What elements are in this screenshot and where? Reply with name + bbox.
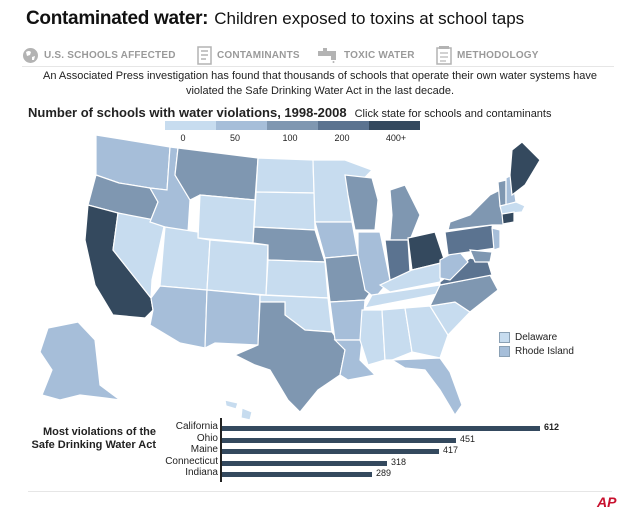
state-montana[interactable]	[174, 147, 259, 201]
bar-chart-axis	[220, 418, 222, 482]
state-maryland[interactable]	[469, 249, 493, 263]
state-georgia[interactable]	[404, 305, 449, 359]
map-hint: Click state for schools and contaminants	[354, 108, 552, 120]
tab-contaminants[interactable]: CONTAMINANTS	[197, 44, 300, 66]
state-south-dakota[interactable]	[253, 191, 316, 231]
bar-chart-title: Most violations of the Safe Drinking Wat…	[31, 426, 157, 451]
state-michigan[interactable]	[389, 184, 421, 241]
tab-label: U.S. SCHOOLS AFFECTED	[44, 49, 176, 61]
title-subtitle: Children exposed to toxins at school tap…	[214, 9, 525, 28]
state-colorado[interactable]	[206, 239, 269, 296]
legend-tick: 0	[180, 133, 186, 143]
bar-value-label: 318	[391, 456, 407, 467]
notepad-icon	[436, 45, 452, 65]
intro-text: An Associated Press investigation has fo…	[43, 70, 597, 97]
legend-delaware-label: Delaware	[515, 332, 558, 343]
tab-us-schools-affected[interactable]: U.S. SCHOOLS AFFECTED	[22, 44, 176, 66]
legend-color-box	[499, 332, 510, 343]
tab-label: CONTAMINANTS	[217, 49, 300, 61]
state-maine[interactable]	[509, 141, 541, 197]
state-arkansas[interactable]	[329, 299, 366, 341]
state-north-dakota[interactable]	[255, 157, 315, 194]
title-bold: Contaminated water:	[26, 8, 209, 29]
tab-toxic-water[interactable]: TOXIC WATER	[317, 44, 415, 66]
state-vermont[interactable]	[497, 179, 507, 207]
bar-value-label: 451	[460, 433, 476, 444]
bar	[222, 472, 372, 477]
legend-swatch	[216, 121, 267, 130]
legend-rhode-island-label: Rhode Island	[515, 346, 574, 357]
page-title: Contaminated water: Children exposed to t…	[26, 8, 524, 30]
bar	[222, 449, 439, 454]
tab-methodology[interactable]: METHODOLOGY	[436, 44, 539, 66]
bar	[222, 460, 387, 466]
bar	[222, 426, 540, 431]
bar-value-label: 612	[544, 422, 560, 432]
legend-tick: 100	[282, 133, 298, 143]
legend-swatch	[369, 121, 420, 130]
state-kansas[interactable]	[265, 259, 329, 299]
faucet-icon	[318, 48, 336, 63]
bar-label: Ohio	[196, 432, 218, 444]
bar-value-label: 417	[443, 445, 459, 455]
legend-tick: 50	[229, 133, 241, 143]
tab-label: METHODOLOGY	[457, 49, 539, 61]
tab-bar: U.S. SCHOOLS AFFECTED CONTAMINANTS TOXIC…	[22, 44, 612, 66]
state-alaska[interactable]	[39, 321, 123, 401]
state-new-mexico[interactable]	[204, 289, 261, 349]
globe-icon	[23, 47, 38, 63]
map-heading: Number of schools with water violations,…	[28, 105, 551, 120]
legend-swatch	[318, 121, 369, 130]
legend-tick: 400+	[385, 133, 407, 143]
state-arizona[interactable]	[149, 285, 208, 349]
state-texas[interactable]	[233, 301, 346, 413]
tab-label: TOXIC WATER	[344, 49, 415, 61]
map-title: Number of schools with water violations,…	[28, 105, 347, 120]
legend-tick: 200	[334, 133, 350, 143]
ap-logo: AP	[597, 494, 617, 510]
divider	[22, 66, 614, 67]
state-mississippi[interactable]	[359, 309, 386, 366]
state-connecticut[interactable]	[501, 211, 515, 225]
state-new-york[interactable]	[447, 189, 506, 231]
bar-label: Indiana	[185, 467, 218, 478]
state-hawaii[interactable]	[224, 399, 239, 410]
bar-label: Connecticut	[165, 455, 218, 467]
bar-label: California	[175, 421, 218, 432]
bar	[222, 437, 456, 443]
legend-color-box	[499, 346, 510, 357]
state-new-jersey[interactable]	[491, 227, 501, 251]
bar-label: Maine	[190, 444, 218, 455]
state-wyoming[interactable]	[197, 194, 256, 244]
state-hawaii-big-island[interactable]	[240, 407, 253, 421]
legend-swatch	[267, 121, 318, 130]
state-massachusetts[interactable]	[499, 201, 526, 215]
divider	[28, 491, 612, 492]
state-florida[interactable]	[390, 357, 463, 417]
bar-value-label: 289	[376, 468, 392, 478]
legend-delaware[interactable]: Delaware	[499, 332, 557, 343]
state-alabama[interactable]	[381, 307, 413, 361]
state-wisconsin[interactable]	[344, 174, 379, 231]
legend-rhode-island[interactable]: Rhode Island	[499, 346, 574, 357]
document-icon	[197, 45, 212, 65]
legend-swatch	[165, 121, 216, 130]
